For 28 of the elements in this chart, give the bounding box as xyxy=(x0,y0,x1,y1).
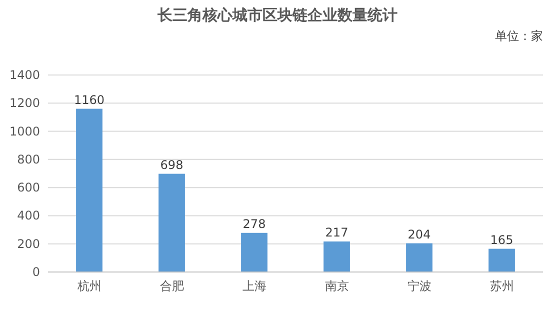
y-tick-label: 600 xyxy=(17,180,40,195)
y-tick-label: 200 xyxy=(17,236,40,251)
data-label: 217 xyxy=(325,225,348,240)
bar xyxy=(488,248,515,272)
y-tick-label: 0 xyxy=(32,265,40,279)
chart-title: 长三角核心城市区块链企业数量统计 xyxy=(156,6,398,24)
x-tick-label: 杭州 xyxy=(76,279,102,293)
x-tick-label: 上海 xyxy=(242,279,266,293)
data-label: 204 xyxy=(408,227,431,242)
y-tick-label: 400 xyxy=(17,208,40,223)
bar xyxy=(76,108,102,272)
y-tick-label: 1200 xyxy=(9,96,40,110)
x-tick-label: 宁波 xyxy=(407,279,432,293)
bar xyxy=(241,232,268,272)
y-tick-label: 1400 xyxy=(9,68,40,82)
data-label: 1160 xyxy=(74,92,105,107)
data-label: 278 xyxy=(242,216,266,231)
bar xyxy=(406,243,432,272)
x-tick-label: 合肥 xyxy=(160,279,184,293)
y-tick-label: 1000 xyxy=(9,124,40,138)
data-label: 698 xyxy=(160,158,184,172)
bar xyxy=(324,241,350,272)
text: 单位：家 xyxy=(495,29,543,43)
y-tick-label: 800 xyxy=(17,152,40,166)
x-tick-label: 苏州 xyxy=(490,279,514,293)
bar xyxy=(158,174,185,272)
x-tick-label: 南京 xyxy=(324,279,349,293)
data-label: 165 xyxy=(490,232,514,247)
